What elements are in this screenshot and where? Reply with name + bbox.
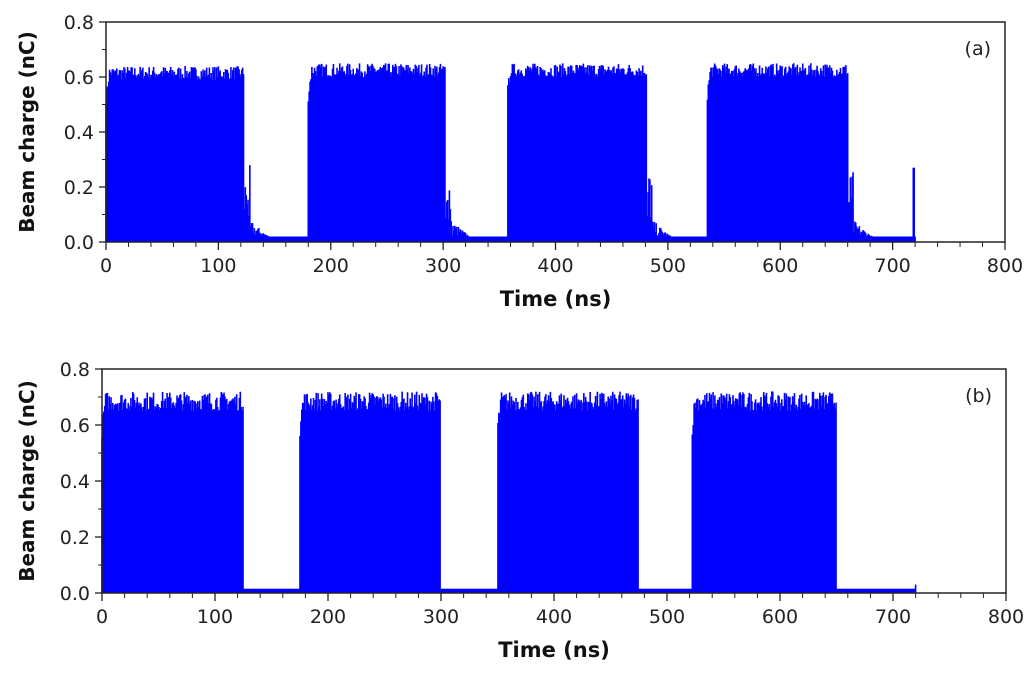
x-tick-label: 0 — [96, 606, 108, 628]
x-tick-label: 300 — [425, 255, 461, 277]
x-tick-label: 800 — [987, 255, 1023, 277]
y-tick-label: 0.2 — [64, 177, 94, 199]
chart-panel-b: 0 100 200 300 400 500 600 700 800 0.0 0.2 0.4 0.6 0.8… — [15, 359, 1024, 662]
panel-label: (b) — [965, 385, 992, 407]
y-axis-label: Beam charge (nC) — [15, 380, 39, 582]
y-tick-label: 0.0 — [60, 583, 90, 605]
y-tick-label: 0.2 — [60, 527, 90, 549]
x-tick-label: 800 — [988, 606, 1024, 628]
x-tick-label: 700 — [875, 606, 911, 628]
x-tick-label: 400 — [536, 606, 572, 628]
x-tick-label: 0 — [100, 255, 112, 277]
x-tick-label: 500 — [650, 255, 686, 277]
x-tick-label: 600 — [762, 255, 798, 277]
x-tick-label: 300 — [423, 606, 459, 628]
x-tick-label: 700 — [874, 255, 910, 277]
y-tick-label: 0.8 — [60, 359, 90, 381]
panel-label: (a) — [965, 38, 991, 60]
y-tick-label: 0.8 — [64, 12, 94, 34]
x-tick-label: 200 — [313, 255, 349, 277]
y-tick-label: 0.4 — [60, 471, 90, 493]
x-tick-label: 100 — [200, 255, 236, 277]
chart-panel-a: 0 100 200 300 400 500 600 700 800 0.0 0.2 0.4 0.6 0.8… — [15, 12, 1023, 311]
y-tick-label: 0.6 — [60, 415, 90, 437]
x-axis-label: Time (ns) — [500, 287, 612, 311]
x-tick-label: 100 — [197, 606, 233, 628]
x-tick-label: 200 — [310, 606, 346, 628]
x-tick-label: 500 — [649, 606, 685, 628]
y-tick-label: 0.4 — [64, 122, 94, 144]
y-tick-label: 0.0 — [64, 232, 94, 254]
x-tick-label: 400 — [537, 255, 573, 277]
y-axis-label: Beam charge (nC) — [15, 31, 39, 233]
y-tick-label: 0.6 — [64, 67, 94, 89]
x-axis-label: Time (ns) — [498, 638, 610, 662]
x-tick-label: 600 — [762, 606, 798, 628]
